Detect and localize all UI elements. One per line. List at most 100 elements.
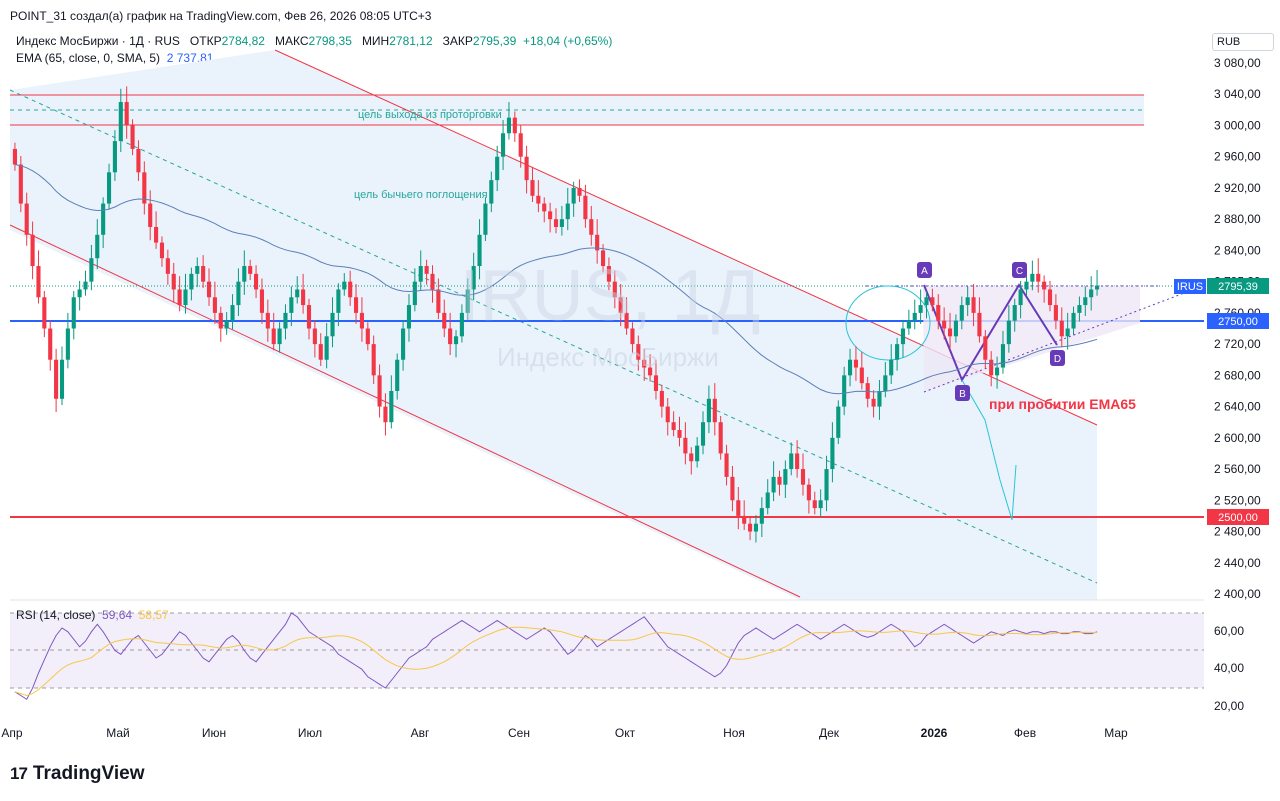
candle — [412, 281, 417, 306]
candle — [401, 328, 406, 360]
rsi-value: 59,64 — [102, 608, 133, 622]
candle — [224, 320, 229, 329]
currency-button[interactable]: RUB — [1212, 33, 1274, 51]
candle — [65, 328, 70, 360]
candle — [495, 156, 500, 181]
y-tick-label: 2 480,00 — [1214, 525, 1261, 539]
candle — [24, 203, 29, 235]
candle — [83, 281, 88, 290]
candle — [965, 297, 970, 306]
candle — [636, 344, 641, 360]
ema-break-label: при пробитии EMA65 — [989, 396, 1136, 412]
channel-mid-line — [9, 89, 1098, 584]
candle — [877, 390, 882, 407]
symbol-badge-label: IRUS — [1177, 281, 1203, 293]
candle — [989, 359, 994, 376]
bull-target-label: цель бычьего поглощения — [354, 189, 488, 201]
symbol-badge: IRUS — [1174, 279, 1206, 294]
candle — [101, 203, 106, 235]
candle — [265, 312, 270, 329]
x-tick-label: Фев — [1014, 726, 1036, 740]
candle — [448, 328, 453, 345]
candle — [477, 234, 482, 267]
point-c-marker[interactable]: C — [1012, 262, 1027, 278]
candle — [36, 266, 41, 298]
candle — [759, 508, 764, 524]
y-tick-label: 2 720,00 — [1214, 337, 1261, 351]
candle — [348, 281, 353, 298]
candle — [154, 226, 159, 243]
x-tick-label: Авг — [411, 726, 430, 740]
time-axis[interactable]: Апр Май Июн Июл Авг Сен Окт Ноя Дек 2026 Фев Мар — [1, 726, 1128, 740]
candle — [148, 203, 153, 227]
candle — [306, 305, 312, 329]
price-axis[interactable]: 3 080,00 3 040,00 3 000,00 2 960,00 2 920,00… — [1214, 56, 1261, 601]
candle — [971, 297, 976, 313]
candle — [518, 133, 523, 157]
level-red-badge: 2500,00 — [1207, 509, 1269, 525]
candle — [248, 266, 253, 274]
watermark-ticker: IRUS, 1Д — [460, 256, 761, 336]
candle — [424, 266, 429, 274]
candle — [395, 359, 400, 391]
close-value: 2795,39 — [472, 34, 517, 48]
x-tick-label: 2026 — [921, 726, 948, 740]
candle — [659, 390, 664, 407]
y-tick-label: 3 080,00 — [1214, 56, 1261, 70]
rsi-ma-value: 58,57 — [138, 608, 169, 622]
candle — [89, 258, 94, 282]
watermark-name: Индекс МосБиржи — [497, 342, 719, 372]
candle — [77, 289, 82, 298]
candle — [277, 328, 282, 345]
candle — [254, 273, 259, 290]
candle — [59, 359, 65, 399]
candle — [748, 523, 753, 532]
candle — [871, 398, 876, 407]
ema-line — [14, 164, 1098, 395]
y-tick-label: 3 040,00 — [1214, 87, 1261, 101]
candle — [1018, 289, 1023, 306]
candle — [1077, 305, 1082, 313]
point-b-marker[interactable]: B — [955, 385, 970, 401]
level-blue-text: 2750,00 — [1218, 316, 1258, 328]
candle — [289, 297, 294, 313]
candle — [130, 125, 135, 149]
candle — [624, 312, 629, 329]
x-tick-label: Июн — [202, 726, 226, 740]
candle — [336, 289, 341, 313]
last-price-badge: 2795,39 — [1207, 278, 1269, 294]
candle — [195, 266, 200, 274]
change-value: +18,04 (+0,65%) — [522, 34, 613, 48]
candle — [483, 203, 488, 235]
candle — [436, 289, 441, 313]
candle — [71, 297, 76, 329]
candle — [465, 289, 470, 313]
candle — [618, 297, 623, 313]
symbol-label[interactable]: Индекс МосБиржи · 1Д · RUS — [16, 34, 180, 48]
candle — [165, 258, 170, 274]
rsi-label: RSI (14, close) — [16, 608, 96, 622]
candle — [218, 312, 223, 329]
candle — [12, 148, 17, 165]
candle — [530, 180, 535, 196]
candle — [806, 484, 811, 501]
candle — [271, 328, 276, 345]
candle — [689, 453, 694, 462]
candle — [853, 359, 858, 368]
point-d-marker[interactable]: D — [1050, 350, 1065, 366]
rsi-ma-line — [14, 626, 1098, 697]
rsi-tick-40: 40,00 — [1214, 661, 1244, 675]
candle — [430, 273, 435, 290]
tradingview-logo[interactable]: 17 TradingView — [10, 763, 145, 785]
candle — [383, 406, 388, 423]
candle — [771, 476, 776, 493]
rsi-legend[interactable]: RSI (14, close) 59,64 58,57 — [16, 608, 169, 622]
candle — [889, 359, 894, 376]
candle — [1000, 344, 1006, 368]
candle — [342, 281, 347, 290]
x-tick-label: Ноя — [723, 726, 745, 740]
point-b-label: B — [959, 389, 966, 400]
point-a-marker[interactable]: A — [917, 262, 932, 278]
logo-mark: 17 — [10, 764, 28, 783]
